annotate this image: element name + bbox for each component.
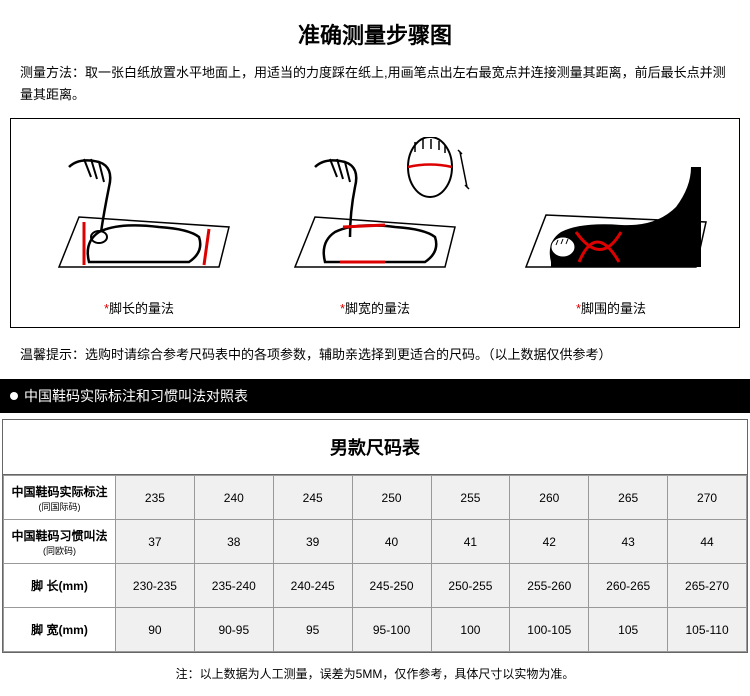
table-cell: 95 bbox=[273, 608, 352, 652]
row-header: 中国鞋码实际标注(同国际码) bbox=[4, 476, 116, 520]
table-cell: 230-235 bbox=[116, 564, 195, 608]
bullet-icon bbox=[10, 392, 18, 400]
table-cell: 43 bbox=[589, 520, 668, 564]
table-cell: 42 bbox=[510, 520, 589, 564]
table-cell: 37 bbox=[116, 520, 195, 564]
table-cell: 240-245 bbox=[273, 564, 352, 608]
measurement-method: 测量方法：取一张白纸放置水平地面上，用适当的力度踩在纸上,用画笔点出左右最宽点并… bbox=[0, 62, 750, 106]
diagram-girth: *脚围的量法 bbox=[501, 137, 721, 317]
section-header-bar: 中国鞋码实际标注和习惯叫法对照表 bbox=[0, 379, 750, 413]
table-cell: 245 bbox=[273, 476, 352, 520]
diagram-label: 脚长的量法 bbox=[109, 301, 174, 316]
table-cell: 235 bbox=[116, 476, 195, 520]
table-cell: 44 bbox=[668, 520, 747, 564]
table-cell: 255 bbox=[431, 476, 510, 520]
table-cell: 100 bbox=[431, 608, 510, 652]
table-cell: 250 bbox=[352, 476, 431, 520]
table-cell: 260-265 bbox=[589, 564, 668, 608]
table-cell: 41 bbox=[431, 520, 510, 564]
diagram-length: *脚长的量法 bbox=[29, 137, 249, 317]
table-cell: 40 bbox=[352, 520, 431, 564]
table-cell: 255-260 bbox=[510, 564, 589, 608]
size-table: 中国鞋码实际标注(同国际码)235240245250255260265270中国… bbox=[3, 475, 747, 652]
foot-length-icon bbox=[29, 137, 249, 287]
table-cell: 39 bbox=[273, 520, 352, 564]
diagram-label: 脚宽的量法 bbox=[345, 301, 410, 316]
table-cell: 265-270 bbox=[668, 564, 747, 608]
table-cell: 90-95 bbox=[194, 608, 273, 652]
table-cell: 250-255 bbox=[431, 564, 510, 608]
table-cell: 270 bbox=[668, 476, 747, 520]
table-cell: 245-250 bbox=[352, 564, 431, 608]
page-title: 准确测量步骤图 bbox=[0, 0, 750, 62]
diagram-container: *脚长的量法 *脚宽的量法 *脚围的量法 bbox=[10, 118, 740, 328]
table-row: 脚 长(mm)230-235235-240240-245245-250250-2… bbox=[4, 564, 747, 608]
table-cell: 90 bbox=[116, 608, 195, 652]
foot-width-icon bbox=[265, 137, 485, 287]
table-row: 中国鞋码实际标注(同国际码)235240245250255260265270 bbox=[4, 476, 747, 520]
table-cell: 260 bbox=[510, 476, 589, 520]
table-cell: 265 bbox=[589, 476, 668, 520]
table-cell: 100-105 bbox=[510, 608, 589, 652]
size-table-container: 男款尺码表 中国鞋码实际标注(同国际码)23524024525025526026… bbox=[2, 419, 748, 653]
footnote: 注：以上数据为人工测量，误差为5MM，仅作参考，具体尺寸以实物为准。 bbox=[0, 655, 750, 696]
table-cell: 105 bbox=[589, 608, 668, 652]
diagram-width: *脚宽的量法 bbox=[265, 137, 485, 317]
table-cell: 95-100 bbox=[352, 608, 431, 652]
row-header: 脚 宽(mm) bbox=[4, 608, 116, 652]
tip-text: 温馨提示：选购时请综合参考尺码表中的各项参数，辅助亲选择到更适合的尺码。（以上数… bbox=[0, 336, 750, 379]
foot-girth-icon bbox=[501, 137, 721, 287]
table-row: 中国鞋码习惯叫法(同欧码)3738394041424344 bbox=[4, 520, 747, 564]
row-header: 脚 长(mm) bbox=[4, 564, 116, 608]
table-row: 脚 宽(mm)9090-959595-100100100-105105105-1… bbox=[4, 608, 747, 652]
section-header-label: 中国鞋码实际标注和习惯叫法对照表 bbox=[24, 386, 248, 406]
table-cell: 38 bbox=[194, 520, 273, 564]
table-cell: 235-240 bbox=[194, 564, 273, 608]
table-cell: 240 bbox=[194, 476, 273, 520]
row-header: 中国鞋码习惯叫法(同欧码) bbox=[4, 520, 116, 564]
table-cell: 105-110 bbox=[668, 608, 747, 652]
size-table-title: 男款尺码表 bbox=[3, 420, 747, 475]
diagram-label: 脚围的量法 bbox=[581, 301, 646, 316]
